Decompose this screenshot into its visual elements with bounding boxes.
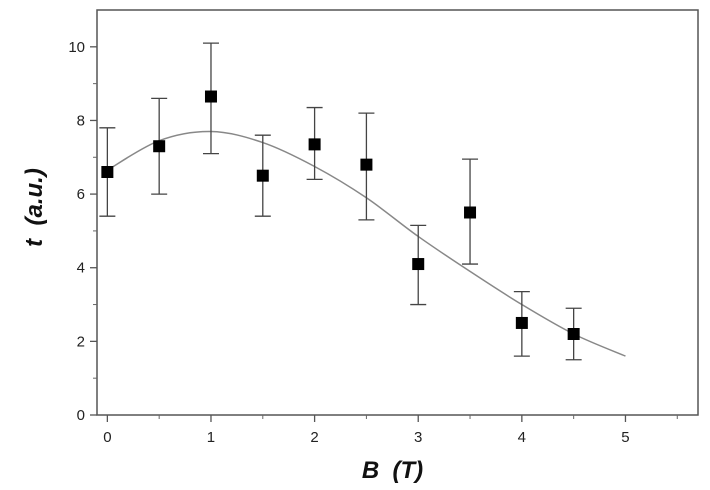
data-point: [254, 134, 271, 217]
point-marker: [360, 158, 373, 171]
plot-frame: [96, 9, 699, 416]
y-tick-label: 2: [77, 333, 85, 350]
data-point: [565, 307, 582, 361]
y-tick-label: 6: [77, 186, 85, 203]
point-marker: [204, 90, 217, 103]
data-point: [513, 291, 530, 357]
point-marker: [153, 140, 166, 153]
x-tick-label: 3: [414, 429, 422, 446]
point-marker: [101, 166, 114, 178]
ticks: [90, 46, 678, 422]
y-tick-label: 0: [77, 407, 85, 424]
x-tick-label: 0: [103, 429, 111, 446]
x-tick-label: 2: [310, 429, 318, 446]
point-marker: [567, 328, 580, 340]
x-tick-label: 1: [207, 429, 215, 446]
tick-labels: 0 1 2 3 4 5 0 2 4 6 8 10: [68, 39, 629, 446]
data-point: [306, 106, 323, 181]
point-marker: [308, 138, 321, 151]
axes: [96, 9, 699, 416]
data-point: [410, 224, 427, 306]
data-point: [99, 127, 116, 217]
x-tick-label: 4: [518, 429, 526, 446]
y-axis-label: t (a.u.): [21, 168, 48, 247]
y-tick-label: 4: [77, 260, 85, 277]
x-axis-label: B (T): [362, 457, 423, 484]
point-marker: [412, 258, 425, 271]
point-marker: [256, 169, 269, 182]
data-point: [202, 42, 219, 155]
point-marker: [464, 206, 477, 219]
data-point: [151, 97, 168, 195]
x-tick-label: 5: [621, 429, 629, 446]
data-point: [462, 158, 479, 265]
data-point: [358, 112, 375, 221]
y-tick-label: 8: [77, 112, 85, 129]
data-points: [99, 42, 582, 361]
y-tick-label: 10: [68, 39, 85, 56]
point-marker: [515, 316, 528, 329]
